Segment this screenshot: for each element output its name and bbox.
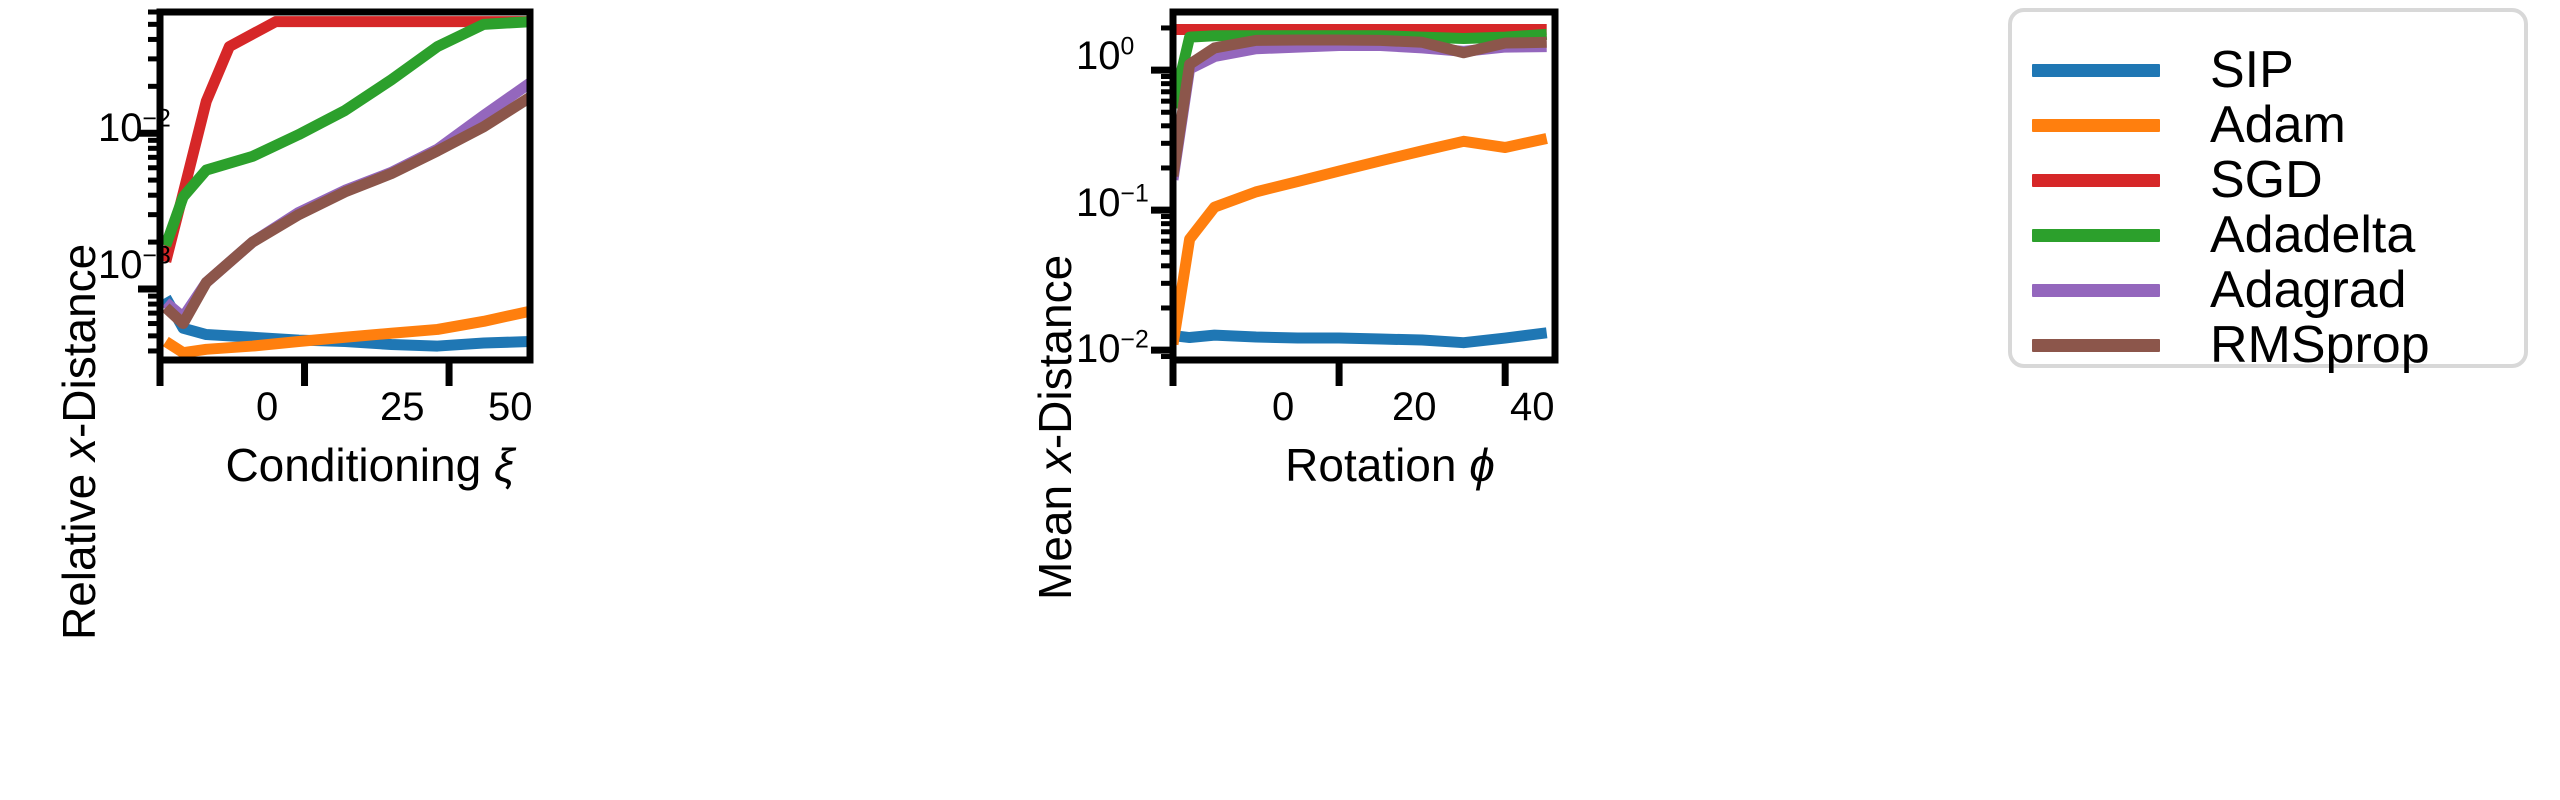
- legend-label-rmsprop: RMSprop: [2210, 316, 2430, 374]
- series-line-adam: [162, 305, 530, 359]
- left-y-axis-label-prefix: Relative: [53, 461, 105, 640]
- series-line-sip: [1173, 327, 1548, 349]
- right-xtick-20: 20: [1392, 385, 1437, 429]
- right-y-axis-label-variable: x: [1029, 449, 1081, 473]
- legend-swatch-adam: [2032, 118, 2160, 132]
- left-xtick-50: 50: [488, 385, 533, 429]
- left-x-axis-label-symbol: ξ: [493, 439, 515, 491]
- legend-swatch-rmsprop: [2032, 338, 2160, 352]
- legend-label-adagrad: Adagrad: [2210, 261, 2407, 319]
- right-y-axis-label-suffix: -Distance: [1029, 254, 1081, 450]
- legend-swatch-adadelta: [2032, 228, 2160, 242]
- right-y-axis-label-prefix: Mean: [1029, 472, 1081, 600]
- legend-swatch-sip: [2032, 63, 2160, 77]
- legend-item-rmsprop[interactable]: RMSprop: [2012, 315, 2524, 375]
- right-xtick-0: 0: [1272, 385, 1295, 429]
- series-line-sgd: [160, 16, 530, 263]
- legend-panel: SIP Adam SGD Adadelta Adagrad RMSprop: [1990, 0, 2560, 800]
- series-line-rmsprop: [1173, 34, 1547, 177]
- right-xtick-40: 40: [1510, 385, 1555, 429]
- left-xtick-0: 0: [256, 385, 279, 429]
- right-ytick-1e-1: 10−1: [1076, 180, 1149, 225]
- chart-panel-conditioning: Relative x-Distance 10−2 10−3 0 25 50 Co…: [0, 0, 1010, 800]
- left-xtick-25: 25: [380, 385, 425, 429]
- left-x-axis-label-prefix: Conditioning: [225, 439, 494, 491]
- right-x-axis-label-symbol: ϕ: [1469, 439, 1495, 491]
- right-x-axis-label-prefix: Rotation: [1285, 439, 1470, 491]
- legend-label-sgd: SGD: [2210, 151, 2323, 209]
- legend-item-adagrad[interactable]: Adagrad: [2012, 260, 2524, 320]
- chart-panel-rotation: Mean x-Distance 100 10−1 10−2 0 20 40 Ro…: [1010, 0, 1990, 800]
- right-ytick-1e-2: 10−2: [1076, 326, 1149, 371]
- right-plot-svg: [1151, 8, 1559, 386]
- legend-label-adadelta: Adadelta: [2210, 206, 2416, 264]
- series-line-adagrad: [1173, 39, 1547, 181]
- axes-frame: [1169, 8, 1559, 364]
- right-ytick-1e0: 100: [1076, 33, 1135, 78]
- series-line-adagrad: [162, 78, 530, 323]
- legend-swatch-adagrad: [2032, 283, 2160, 297]
- left-x-axis-label: Conditioning ξ: [160, 438, 580, 492]
- legend-item-sip[interactable]: SIP: [2012, 40, 2524, 100]
- legend-swatch-sgd: [2032, 173, 2160, 187]
- left-ytick-1e-3: 10−3: [98, 242, 171, 287]
- legend-label-sip: SIP: [2210, 41, 2294, 99]
- right-y-axis-label: Mean x-Distance: [1028, 255, 1082, 600]
- series-line-adadelta: [160, 16, 530, 248]
- left-y-axis-label-variable: x: [53, 438, 105, 462]
- left-ytick-1e-2: 10−2: [98, 105, 171, 150]
- left-plot-svg: [138, 8, 534, 386]
- legend-item-sgd[interactable]: SGD: [2012, 150, 2524, 210]
- right-x-axis-label: Rotation ϕ: [1180, 438, 1600, 492]
- series-line-adam: [1173, 133, 1548, 346]
- legend-item-adadelta[interactable]: Adadelta: [2012, 205, 2524, 265]
- legend: SIP Adam SGD Adadelta Adagrad RMSprop: [2008, 8, 2528, 371]
- left-y-axis-label: Relative x-Distance: [52, 244, 106, 640]
- legend-item-adam[interactable]: Adam: [2012, 95, 2524, 155]
- legend-label-adam: Adam: [2210, 96, 2346, 154]
- series-line-rmsprop: [162, 92, 530, 330]
